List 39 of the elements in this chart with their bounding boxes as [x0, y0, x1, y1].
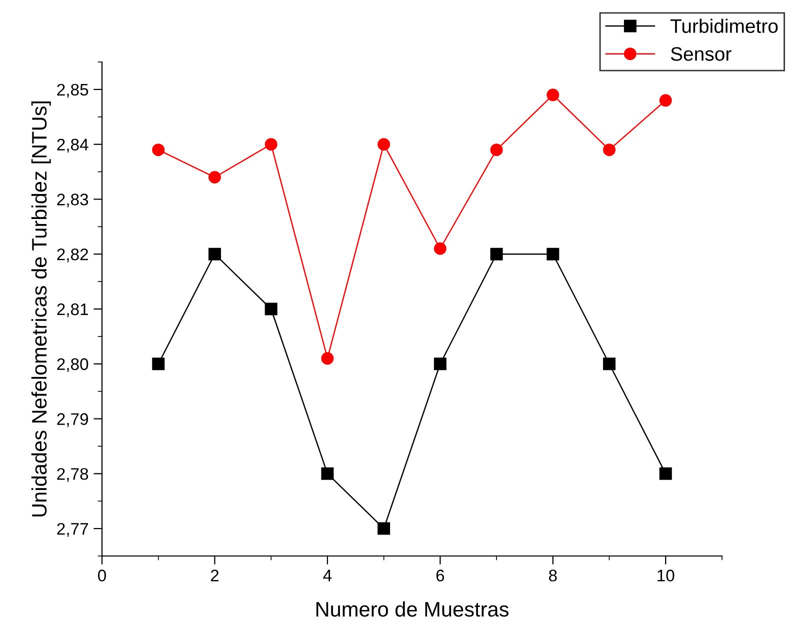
point: [321, 467, 334, 480]
point: [152, 358, 165, 370]
y-tick-label: 2,82: [57, 248, 88, 262]
point: [603, 358, 616, 370]
point: [264, 138, 278, 151]
x-tick-label: 10: [658, 570, 674, 582]
x-tick-label: 4: [323, 570, 332, 582]
y-tick-label: 2,79: [57, 413, 88, 427]
point: [321, 352, 334, 365]
x-axis-title: Numero de Muestras: [316, 601, 509, 617]
y-tick-label: 2,83: [57, 194, 88, 208]
x-tick-label: 6: [436, 570, 444, 582]
x-tick-label: 0: [98, 570, 106, 582]
y-tick-label: 2,80: [57, 358, 88, 372]
point: [434, 242, 446, 255]
point: [490, 248, 503, 260]
point: [208, 171, 221, 184]
point: [546, 88, 560, 102]
x-tick-label: 2: [210, 570, 219, 582]
point: [603, 144, 616, 156]
y-axis-title: Unidades Nefelometricas de Turbidez [NTUs]: [31, 101, 51, 516]
point: [659, 467, 672, 480]
point: [378, 522, 390, 535]
point: [264, 302, 278, 316]
x-tick-label: 8: [549, 570, 557, 582]
legend-label: Sensor: [670, 47, 732, 61]
point: [546, 248, 560, 260]
point: [659, 94, 672, 107]
y-tick-label: 2,77: [57, 522, 88, 537]
point: [490, 144, 503, 156]
y-tick-label: 2,84: [57, 138, 88, 153]
point: [378, 138, 390, 151]
y-tick-label: 2,78: [57, 468, 88, 482]
point: [152, 144, 165, 156]
point: [434, 358, 446, 370]
y-tick-label: 2,85: [57, 84, 88, 98]
legend-label: Turbidimetro: [670, 18, 778, 34]
point: [208, 248, 221, 260]
y-tick-label: 2,81: [57, 303, 88, 318]
